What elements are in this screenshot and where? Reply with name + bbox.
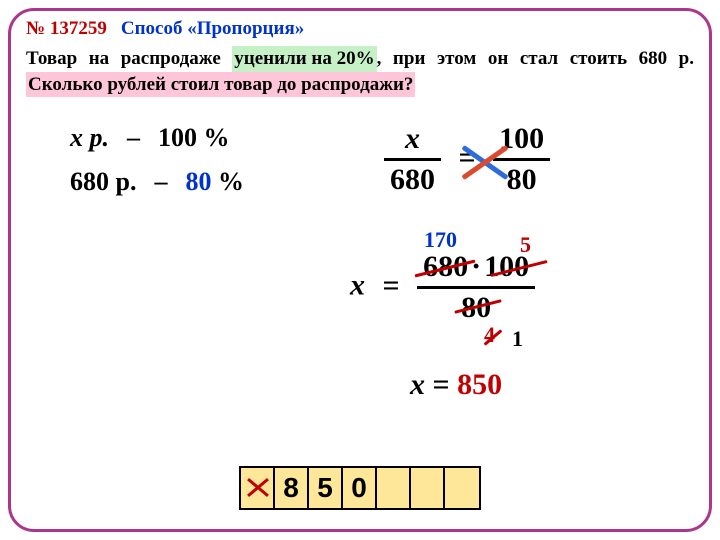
equals-icon: =: [449, 141, 486, 175]
problem-text: Товар на распродаже уценили на 20%, при …: [26, 46, 694, 97]
annotation-1: 1: [512, 326, 523, 352]
proportion-equation: x 680 = 100 80: [384, 124, 550, 195]
problem-part2: , при этом он стал стоить 680 р.: [377, 48, 694, 69]
setup-percent-unit: %: [211, 167, 244, 196]
frac-left-num: x: [384, 124, 441, 161]
problem-part1: Товар на распродаже: [26, 48, 232, 69]
setup-dash-1: –: [116, 116, 152, 160]
final-x: x: [410, 368, 425, 401]
proportion-setup: x р. – 100 % 680 р. – 80 %: [70, 116, 244, 204]
annotation-4: 4: [484, 322, 495, 348]
task-number: № 137259: [26, 18, 107, 40]
annotation-170: 170: [424, 227, 457, 253]
final-value: 850: [457, 368, 502, 401]
setup-680-rubles: 680 р.: [70, 167, 136, 196]
annotation-5: 5: [520, 232, 531, 258]
solve-equals: =: [373, 269, 410, 303]
frac-right-num: 100: [493, 124, 550, 161]
answer-cell: [377, 468, 411, 508]
setup-row-2: 680 р. – 80 %: [70, 160, 244, 204]
answer-cell: [445, 468, 479, 508]
setup-dash-2: –: [143, 160, 179, 204]
dot-icon: ·: [468, 250, 484, 283]
final-answer-line: x = 850: [410, 368, 502, 402]
frac-right-den: 80: [493, 161, 550, 195]
solve-expression: x = 680·100 80: [350, 252, 535, 323]
answer-cell: [241, 468, 275, 508]
setup-80: 80: [185, 167, 211, 196]
fraction-left: x 680: [384, 124, 441, 195]
answer-cell: [411, 468, 445, 508]
problem-highlight-discount: уценили на 20%: [232, 46, 376, 72]
header-row: № 137259 Способ «Пропорция»: [26, 18, 694, 40]
setup-row-1: x р. – 100 %: [70, 116, 244, 160]
fraction-right: 100 80: [493, 124, 550, 195]
answer-cell: 0: [343, 468, 377, 508]
final-eq: =: [425, 368, 457, 401]
answer-cell: 8: [275, 468, 309, 508]
solve-fraction: 680·100 80: [417, 252, 535, 323]
setup-100-percent: 100 %: [158, 123, 230, 152]
answer-cell: 5: [309, 468, 343, 508]
method-title: Способ «Пропорция»: [121, 18, 304, 40]
frac-left-den: 680: [384, 161, 441, 195]
solve-lhs-x: x: [350, 268, 365, 301]
setup-x-rubles: x р.: [70, 123, 109, 152]
answer-box-row: 850: [239, 466, 481, 510]
problem-highlight-question: Сколько рублей стоил товар до распродажи…: [26, 72, 415, 98]
